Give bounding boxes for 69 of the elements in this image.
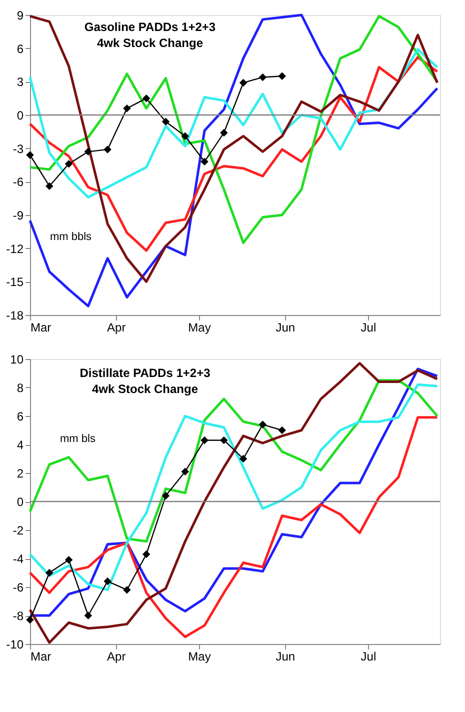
- point: [26, 616, 34, 624]
- line-series: [28, 379, 438, 543]
- x-tick-label: Apr: [107, 320, 126, 334]
- text: Distillate PADDs 1+2+3: [80, 366, 211, 380]
- text: 4wk Stock Change: [96, 36, 204, 50]
- y-tick-label: 10: [10, 352, 24, 366]
- line-series: [28, 56, 438, 252]
- x-tick-label: Mar: [30, 650, 52, 664]
- point: [84, 148, 92, 156]
- point: [123, 586, 131, 594]
- point: [239, 454, 248, 463]
- x-tick-label: Apr: [107, 650, 126, 664]
- point: [220, 436, 228, 444]
- text: 4wk Stock Change: [92, 382, 198, 396]
- y-tick-label: 6: [16, 42, 24, 56]
- y-tick-label: -6: [12, 580, 24, 594]
- point: [278, 72, 286, 80]
- y-tick-label: 8: [16, 381, 24, 395]
- y-tick-label: -8: [12, 609, 24, 623]
- point: [181, 468, 190, 476]
- y-tick-label: 0: [16, 495, 24, 509]
- y-tick-label: 0: [16, 108, 24, 122]
- point: [46, 568, 54, 577]
- point: [104, 146, 112, 154]
- y-tick-label: 3: [16, 75, 24, 90]
- y-tick-label: 4: [16, 438, 24, 452]
- x-tick-label: Jun: [276, 320, 296, 334]
- annotation: mm bbls: [50, 231, 92, 243]
- point: [258, 73, 267, 82]
- point: [26, 151, 34, 159]
- point: [220, 128, 228, 137]
- x-tick-label: Jul: [360, 650, 376, 664]
- y-tick-label: -18: [6, 308, 24, 322]
- y-tick-label: 2: [16, 466, 24, 480]
- x-tick-label: Mar: [30, 320, 52, 334]
- y-tick-label: -9: [12, 208, 24, 222]
- y-tick-label: -2: [12, 524, 24, 538]
- point: [162, 118, 170, 126]
- point: [200, 158, 208, 166]
- point: [64, 556, 73, 564]
- point: [239, 78, 248, 87]
- point: [64, 160, 73, 168]
- point: [84, 612, 92, 620]
- x-tick-label: Jun: [276, 650, 296, 664]
- x-tick-label: May: [188, 650, 211, 664]
- point: [123, 104, 131, 112]
- y-tick-label: -15: [6, 275, 24, 290]
- y-tick-label: -6: [12, 175, 24, 190]
- point: [46, 182, 54, 190]
- point: [104, 577, 112, 586]
- annotation: mm bls: [60, 432, 96, 445]
- chart-title: Gasoline PADDs 1+2+3: [84, 20, 216, 34]
- y-tick-label: -12: [6, 242, 24, 256]
- x-tick-label: Jul: [360, 320, 376, 334]
- point: [200, 436, 208, 444]
- y-tick-label: -10: [6, 638, 24, 652]
- y-tick-label: 6: [16, 410, 24, 424]
- point: [278, 426, 286, 434]
- point: [162, 492, 170, 500]
- x-tick-label: May: [188, 320, 211, 334]
- point: [142, 94, 150, 102]
- y-tick-label: 9: [16, 8, 24, 22]
- point: [258, 420, 267, 428]
- line-series: [28, 383, 438, 592]
- point: [142, 550, 150, 558]
- y-tick-label: -3: [12, 142, 24, 156]
- y-tick-label: -4: [12, 552, 24, 566]
- line-series: [28, 416, 438, 638]
- point: [181, 132, 190, 140]
